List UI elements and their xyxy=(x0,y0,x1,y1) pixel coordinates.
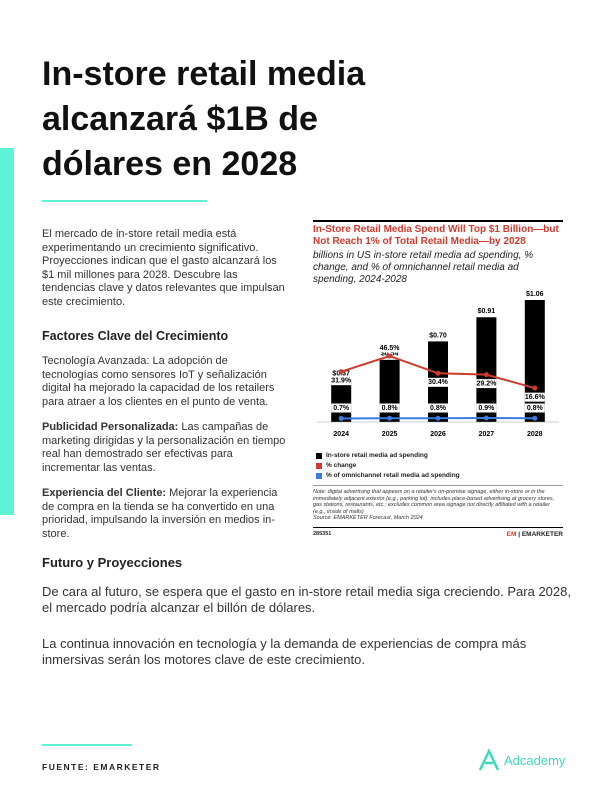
point xyxy=(338,369,344,375)
text: Las campañas de marketing dirigidas y la… xyxy=(42,421,286,474)
lead: Publicidad Personalizada: xyxy=(42,421,179,433)
point xyxy=(387,353,393,359)
label-box xyxy=(524,392,545,402)
legend-entry: % of omnichannel retail media ad spendin… xyxy=(316,472,563,479)
value-label: 30.4% xyxy=(428,379,449,386)
bar xyxy=(331,379,352,422)
accent-bar xyxy=(0,148,14,515)
brand: EMARKETER xyxy=(521,530,563,538)
point xyxy=(532,415,538,421)
point xyxy=(338,415,344,421)
section-heading: Futuro y Proyecciones xyxy=(42,555,183,570)
legend-swatch xyxy=(316,472,322,479)
chart: In-Store Retail Media Spend Will Top $1 … xyxy=(313,220,563,538)
chart-brand: EM | EMARKETER xyxy=(506,530,563,538)
logo-icon xyxy=(478,748,500,771)
future-section: Futuro y Proyecciones De cara al futuro,… xyxy=(42,555,582,688)
value-label: 0.8% xyxy=(527,405,544,412)
chart-subtitle: billions in US in-store retail media ad … xyxy=(313,250,534,285)
value-label: $1.06 xyxy=(526,291,544,298)
point xyxy=(387,415,393,421)
bar xyxy=(379,359,400,422)
lead: Experiencia del Cliente: xyxy=(42,487,167,499)
value-label: $0.91 xyxy=(478,308,496,315)
logo-text: Adcademy xyxy=(504,752,566,768)
paragraph: Publicidad Personalizada: Las campañas d… xyxy=(42,421,287,475)
legend: In-store retail media ad spending % chang… xyxy=(313,452,563,479)
section-heading: Factores Clave del Crecimiento xyxy=(42,329,229,343)
legend-label: In-store retail media ad spending xyxy=(326,452,428,459)
text: Mejorar la experiencia de compra en la t… xyxy=(42,487,278,540)
x-tick-label: 2027 xyxy=(479,431,495,438)
label-box xyxy=(476,403,497,413)
x-tick-label: 2024 xyxy=(333,431,349,438)
chart-footer: 285351 EM | EMARKETER xyxy=(313,526,563,538)
legend-entry: In-store retail media ad spending xyxy=(316,452,563,459)
value-label: 0.9% xyxy=(478,405,495,412)
value-label: 0.8% xyxy=(382,405,399,412)
point xyxy=(435,415,441,421)
text: Tecnología Avanzada: La adopción de tecn… xyxy=(42,355,275,408)
intro: El mercado de in-store retail media está… xyxy=(42,228,285,308)
title: In-store retail media alcanzará $1B de d… xyxy=(42,55,366,183)
chart-title: In-Store Retail Media Spend Will Top $1 … xyxy=(313,220,563,248)
x-tick-label: 2026 xyxy=(430,431,446,438)
legend-swatch xyxy=(316,462,322,469)
left-column: El mercado de in-store retail media está… xyxy=(42,228,287,553)
point xyxy=(435,370,441,376)
label-box xyxy=(379,403,400,413)
label-box xyxy=(428,403,448,413)
legend-entry: % change xyxy=(316,462,563,469)
x-tick-label: 2025 xyxy=(382,431,398,438)
title-rule xyxy=(42,200,207,202)
point xyxy=(532,385,538,391)
plot: $0.37$0.54$0.70$0.91$1.0631.9%46.5%30.4%… xyxy=(317,291,559,438)
value-label: 46.5% xyxy=(380,345,401,352)
label-box xyxy=(524,403,545,413)
paragraph: Experiencia del Cliente: Mejorar la expe… xyxy=(42,487,287,541)
point xyxy=(483,415,489,421)
source: Source: EMARKETER Forecast, March 2024 xyxy=(313,515,423,521)
chart-id: 285351 xyxy=(313,530,332,537)
bar xyxy=(524,300,545,422)
legend-label: % of omnichannel retail media ad spendin… xyxy=(326,472,460,479)
chart-note: Note: digital advertising that appears o… xyxy=(313,485,563,522)
footer-source: FUENTE: EMARKETER xyxy=(42,762,161,772)
value-label: $0.70 xyxy=(429,332,447,339)
paragraph: La continua innovación en tecnología y l… xyxy=(42,636,527,667)
point xyxy=(483,372,489,378)
label-box xyxy=(331,376,352,386)
x-tick-label: 2028 xyxy=(527,431,543,438)
label-box xyxy=(476,379,497,389)
value-label: 0.7% xyxy=(333,405,350,412)
paragraph: Tecnología Avanzada: La adopción de tecn… xyxy=(42,355,287,409)
label-box xyxy=(379,343,400,353)
label-box xyxy=(428,377,448,387)
value-label: 0.8% xyxy=(430,405,447,412)
footer-rule xyxy=(42,744,132,746)
value-label: 29.2% xyxy=(476,380,497,387)
logo: Adcademy xyxy=(478,748,565,772)
paragraph: De cara al futuro, se espera que el gast… xyxy=(42,584,571,615)
legend-label: % change xyxy=(326,462,357,469)
value-label: 31.9% xyxy=(331,378,352,385)
note: Note: digital advertising that appears o… xyxy=(313,489,555,515)
value-label: 16.6% xyxy=(525,394,546,401)
label-box xyxy=(331,403,352,413)
bar xyxy=(476,317,497,422)
legend-swatch xyxy=(316,452,322,459)
